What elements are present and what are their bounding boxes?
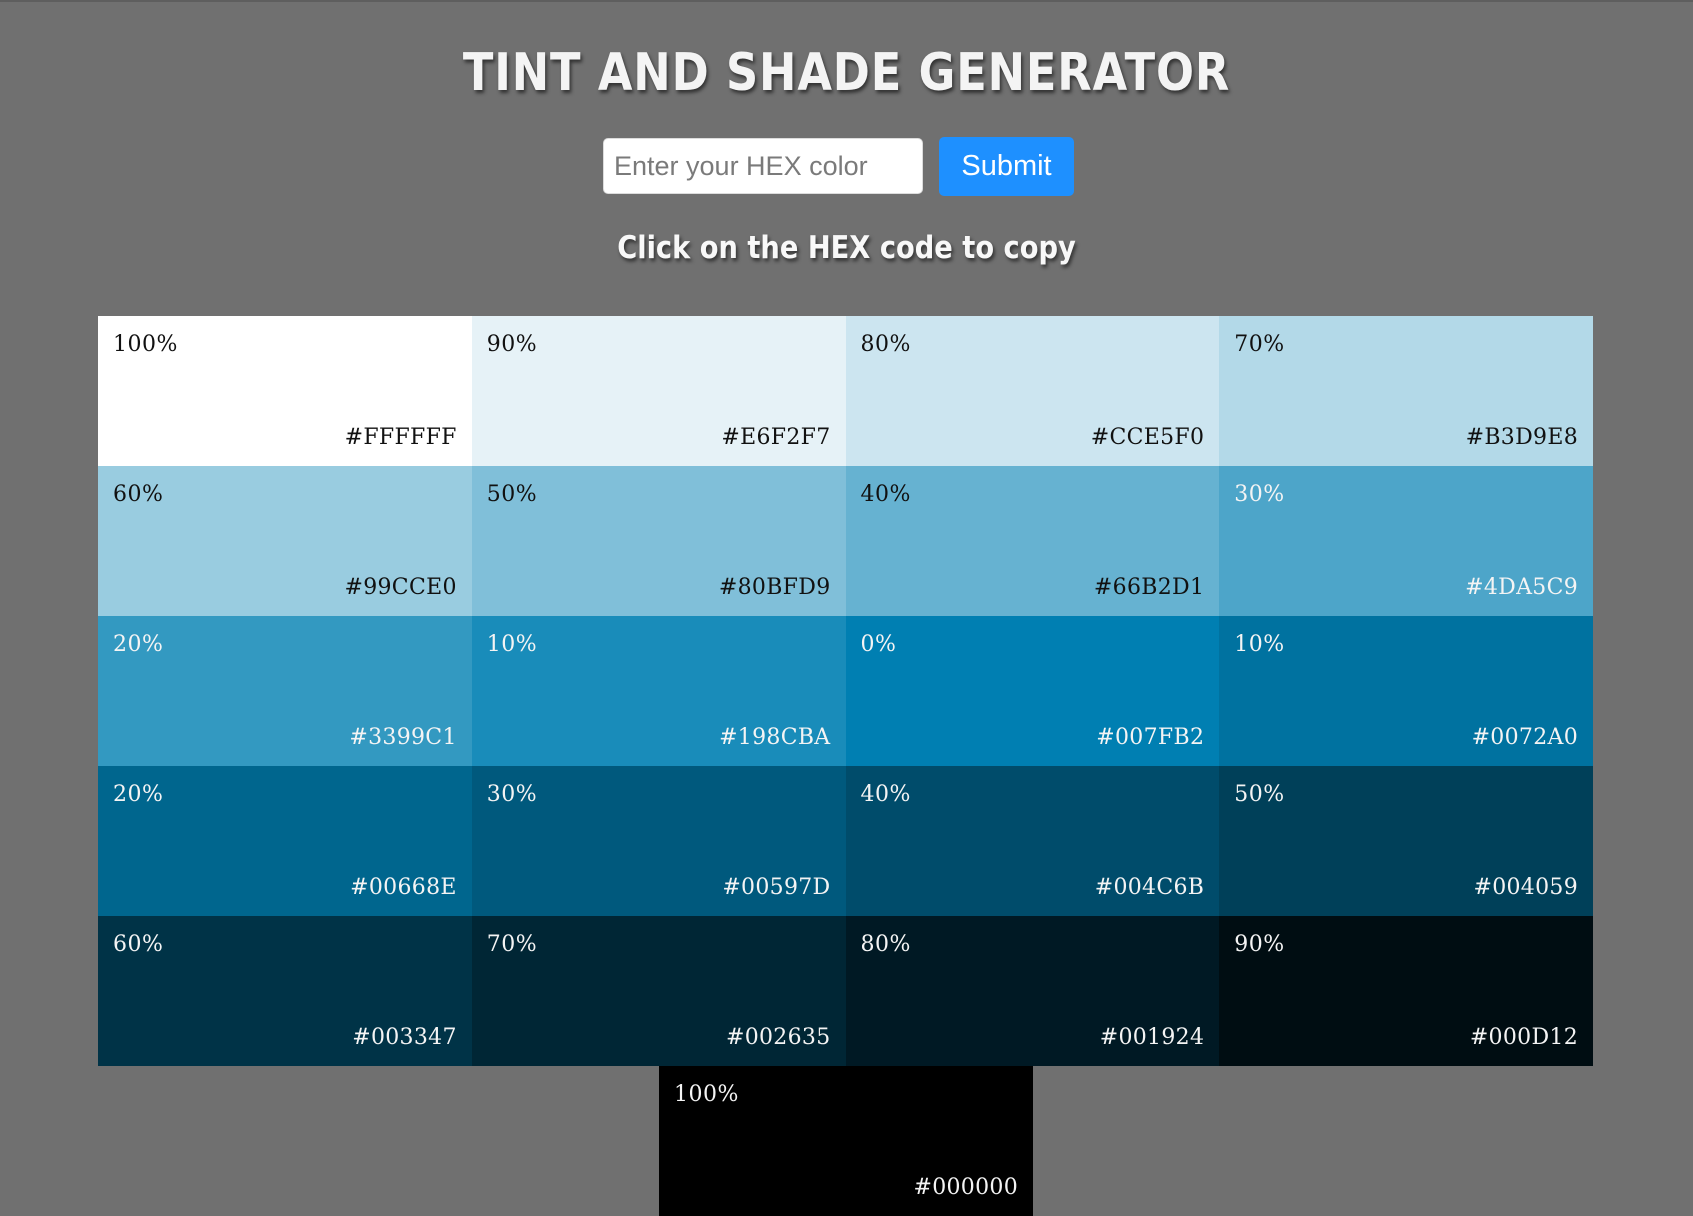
swatch-percent: 30% <box>486 782 538 807</box>
swatch-percent: 10% <box>1234 632 1285 657</box>
swatch-hex-code[interactable]: #002635 <box>725 1025 831 1050</box>
color-swatch[interactable]: 50% #80BFD9 <box>471 466 846 616</box>
color-swatch[interactable]: 30% #4DA5C9 <box>1219 466 1593 616</box>
swatch-hex-code[interactable]: #198CBA <box>719 725 831 750</box>
swatch-percent: 90% <box>1234 932 1285 957</box>
swatch-percent: 10% <box>486 632 538 657</box>
swatch-percent: 50% <box>486 482 538 507</box>
page-title: TINT AND SHADE GENERATOR <box>462 43 1231 103</box>
swatch-hex-code[interactable]: #00597D <box>722 875 831 900</box>
swatch-percent: 30% <box>1234 482 1285 507</box>
swatch-hex-code[interactable]: #99CCE0 <box>344 575 457 600</box>
color-swatch[interactable]: 90% #000D12 <box>1219 916 1593 1066</box>
color-swatch[interactable]: 40% #66B2D1 <box>845 466 1220 616</box>
swatch-hex-code[interactable]: #00668E <box>350 875 457 900</box>
swatch-percent: 60% <box>113 482 164 507</box>
color-swatch[interactable]: 100% #000000 <box>659 1066 1033 1216</box>
color-swatch[interactable]: 70% #002635 <box>471 916 846 1066</box>
color-swatch[interactable]: 30% #00597D <box>471 766 846 916</box>
swatch-hex-code[interactable]: #000000 <box>913 1175 1018 1200</box>
top-border <box>0 0 1693 2</box>
color-swatch[interactable]: 10% #198CBA <box>471 616 846 766</box>
swatch-grid: 100% #FFFFFF 90% #E6F2F7 80% #CCE5F0 70% #B3D9E… <box>98 316 1593 1066</box>
swatch-hex-code[interactable]: #CCE5F0 <box>1090 425 1205 450</box>
swatch-percent: 40% <box>860 782 911 807</box>
swatch-percent: 100% <box>113 332 178 357</box>
color-swatch[interactable]: 80% #CCE5F0 <box>845 316 1220 466</box>
swatch-hex-code[interactable]: #B3D9E8 <box>1465 425 1578 450</box>
swatch-hex-code[interactable]: #007FB2 <box>1096 725 1205 750</box>
swatch-hex-code[interactable]: #001924 <box>1099 1025 1205 1050</box>
swatch-percent: 20% <box>113 632 164 657</box>
swatch-percent: 80% <box>860 932 911 957</box>
color-swatch[interactable]: 40% #004C6B <box>845 766 1220 916</box>
swatch-hex-code[interactable]: #000D12 <box>1469 1025 1578 1050</box>
swatch-hex-code[interactable]: #E6F2F7 <box>721 425 831 450</box>
color-swatch[interactable]: 70% #B3D9E8 <box>1219 316 1593 466</box>
color-swatch[interactable]: 0% #007FB2 <box>845 616 1220 766</box>
swatch-hex-code[interactable]: #004C6B <box>1094 875 1205 900</box>
swatch-hex-code[interactable]: #80BFD9 <box>718 575 831 600</box>
hex-color-input[interactable] <box>603 138 923 194</box>
hex-form: Submit <box>603 137 1074 198</box>
swatch-percent: 40% <box>860 482 911 507</box>
submit-button[interactable]: Submit <box>939 137 1074 196</box>
color-swatch[interactable]: 90% #E6F2F7 <box>471 316 846 466</box>
swatch-hex-code[interactable]: #3399C1 <box>349 725 457 750</box>
color-swatch[interactable]: 50% #004059 <box>1219 766 1593 916</box>
swatch-percent: 70% <box>486 932 538 957</box>
swatch-percent: 80% <box>860 332 911 357</box>
swatch-hex-code[interactable]: #004059 <box>1473 875 1578 900</box>
color-swatch[interactable]: 10% #0072A0 <box>1219 616 1593 766</box>
swatch-hex-code[interactable]: #FFFFFF <box>344 425 457 450</box>
swatch-percent: 0% <box>860 632 897 657</box>
swatch-hex-code[interactable]: #0072A0 <box>1471 725 1578 750</box>
color-swatch[interactable]: 20% #00668E <box>98 766 472 916</box>
swatch-percent: 50% <box>1234 782 1285 807</box>
swatch-hex-code[interactable]: #003347 <box>352 1025 457 1050</box>
swatch-percent: 20% <box>113 782 164 807</box>
swatch-percent: 60% <box>113 932 164 957</box>
swatch-percent: 90% <box>486 332 538 357</box>
swatch-hex-code[interactable]: #4DA5C9 <box>1465 575 1578 600</box>
color-swatch[interactable]: 60% #003347 <box>98 916 472 1066</box>
color-swatch[interactable]: 100% #FFFFFF <box>98 316 472 466</box>
color-swatch[interactable]: 60% #99CCE0 <box>98 466 472 616</box>
swatch-percent: 70% <box>1234 332 1285 357</box>
swatch-percent: 100% <box>674 1082 739 1107</box>
copy-hint: Click on the HEX code to copy <box>617 230 1076 266</box>
color-swatch[interactable]: 80% #001924 <box>845 916 1220 1066</box>
swatch-hex-code[interactable]: #66B2D1 <box>1093 575 1205 600</box>
color-swatch[interactable]: 20% #3399C1 <box>98 616 472 766</box>
